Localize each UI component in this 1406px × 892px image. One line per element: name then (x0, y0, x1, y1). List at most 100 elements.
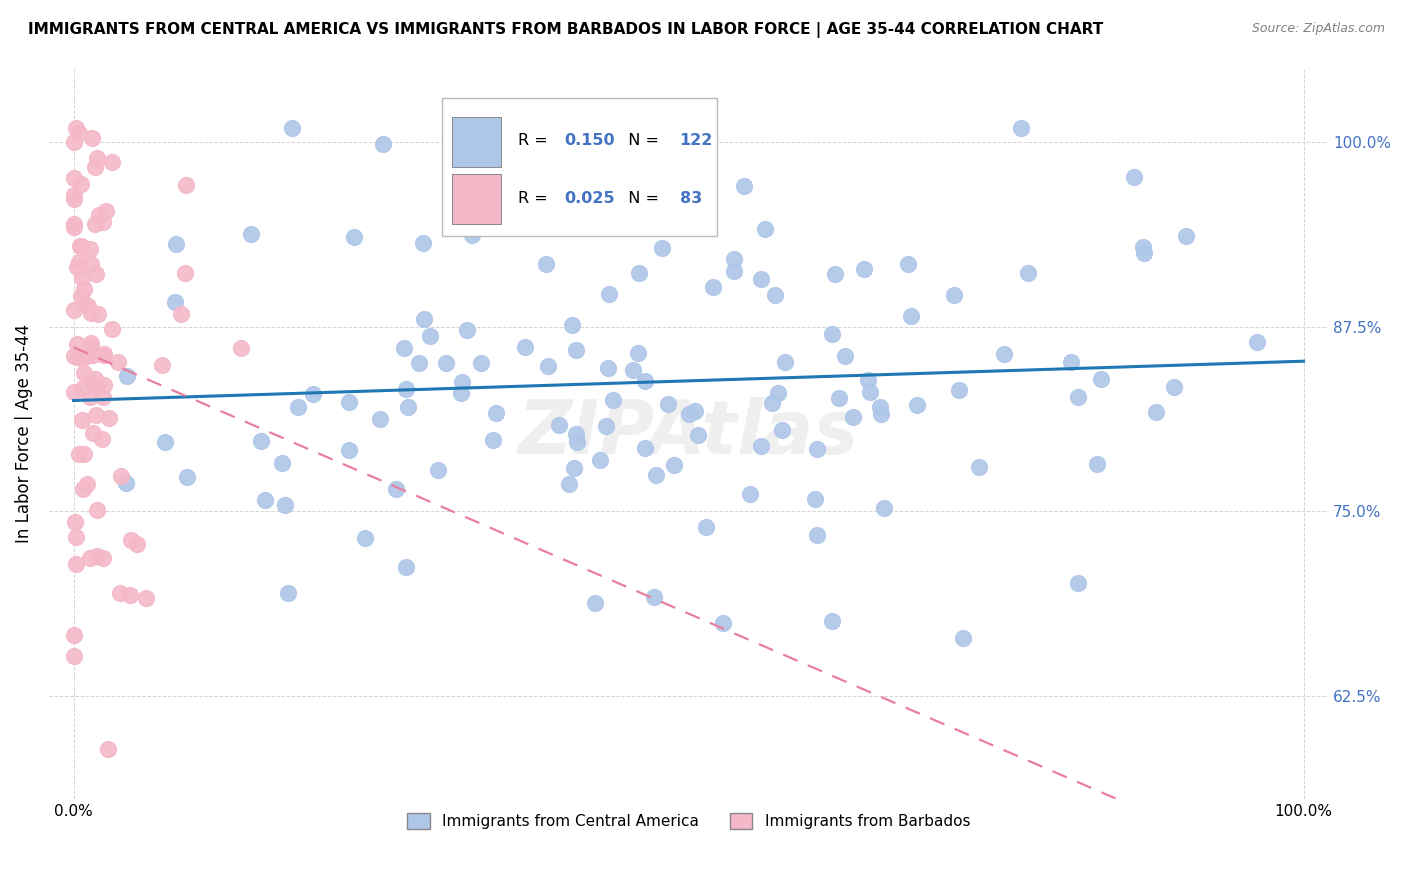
Point (408, 356, 430, 370)
Point (702, 280, 724, 294)
Point (628, 266, 651, 280)
Point (339, 442, 361, 457)
Point (83, 217, 105, 231)
Point (84, 267, 107, 281)
Point (229, 342, 252, 356)
Point (80, 375, 103, 389)
Point (548, 417, 571, 432)
Point (394, 382, 416, 396)
Point (766, 386, 789, 401)
Point (65, 557, 87, 571)
FancyBboxPatch shape (451, 175, 501, 224)
Point (63, 628, 86, 642)
Y-axis label: In Labor Force | Age 35-44: In Labor Force | Age 35-44 (15, 324, 32, 543)
Point (101, 321, 124, 335)
Text: IMMIGRANTS FROM CENTRAL AMERICA VS IMMIGRANTS FROM BARBADOS IN LABOR FORCE | AGE: IMMIGRANTS FROM CENTRAL AMERICA VS IMMIG… (28, 22, 1104, 38)
Point (73, 447, 96, 461)
Text: Source: ZipAtlas.com: Source: ZipAtlas.com (1251, 22, 1385, 36)
Point (114, 476, 136, 491)
Point (67, 255, 90, 269)
Point (434, 356, 457, 370)
Point (115, 368, 138, 383)
Point (66, 260, 89, 275)
Point (63, 136, 86, 150)
Point (1246, 334, 1268, 349)
Point (69, 239, 91, 253)
Point (395, 559, 418, 574)
Point (108, 585, 131, 599)
Point (456, 323, 478, 337)
Point (70, 351, 93, 365)
Point (1060, 355, 1083, 369)
Point (1163, 380, 1185, 394)
Point (634, 442, 657, 456)
Text: ZIPAtlas: ZIPAtlas (517, 397, 859, 470)
Text: 0.025: 0.025 (564, 191, 614, 206)
Point (942, 288, 965, 302)
FancyBboxPatch shape (451, 118, 501, 167)
Point (751, 440, 773, 454)
Legend: Immigrants from Central America, Immigrants from Barbados: Immigrants from Central America, Immigra… (401, 806, 976, 835)
Point (602, 393, 624, 408)
Text: 83: 83 (679, 191, 702, 206)
Point (513, 340, 536, 354)
Text: R =: R = (519, 191, 554, 206)
Point (73, 282, 96, 296)
Point (69, 239, 91, 253)
Point (1123, 169, 1146, 184)
Point (688, 428, 710, 442)
Point (63, 192, 86, 206)
Point (250, 434, 273, 449)
Point (63, 171, 86, 186)
Point (63, 515, 86, 529)
Point (152, 358, 174, 372)
Point (1133, 246, 1156, 260)
Point (993, 346, 1015, 360)
Point (1010, 120, 1032, 135)
Point (806, 442, 828, 456)
Point (450, 386, 472, 401)
Point (287, 400, 309, 414)
FancyBboxPatch shape (441, 98, 717, 236)
Point (859, 384, 882, 399)
Point (562, 461, 585, 475)
Point (107, 355, 129, 369)
Point (96, 203, 118, 218)
Point (371, 137, 394, 152)
Point (76, 349, 98, 363)
Point (77, 299, 100, 313)
Point (174, 266, 197, 280)
Point (583, 596, 606, 610)
Point (461, 227, 484, 242)
Point (86, 378, 108, 392)
Point (82, 426, 104, 441)
Point (118, 588, 141, 602)
Point (97, 411, 120, 425)
Point (565, 427, 588, 442)
Point (1017, 267, 1039, 281)
Point (79, 340, 101, 354)
Point (93, 347, 115, 361)
Point (84, 372, 107, 386)
Point (621, 363, 644, 377)
Point (595, 419, 617, 434)
Point (93, 378, 115, 392)
Point (1175, 229, 1198, 244)
Point (1090, 372, 1112, 386)
Point (87, 209, 110, 223)
Point (713, 615, 735, 630)
Point (869, 400, 891, 414)
Point (413, 312, 436, 326)
Point (558, 476, 581, 491)
Point (73, 367, 96, 381)
Point (824, 267, 846, 281)
Point (683, 403, 706, 417)
Point (70, 289, 93, 303)
Point (91, 215, 114, 229)
Point (471, 165, 494, 179)
Point (565, 343, 588, 357)
Text: 122: 122 (679, 133, 713, 148)
Point (806, 528, 828, 542)
Point (821, 327, 844, 342)
Point (723, 252, 745, 267)
